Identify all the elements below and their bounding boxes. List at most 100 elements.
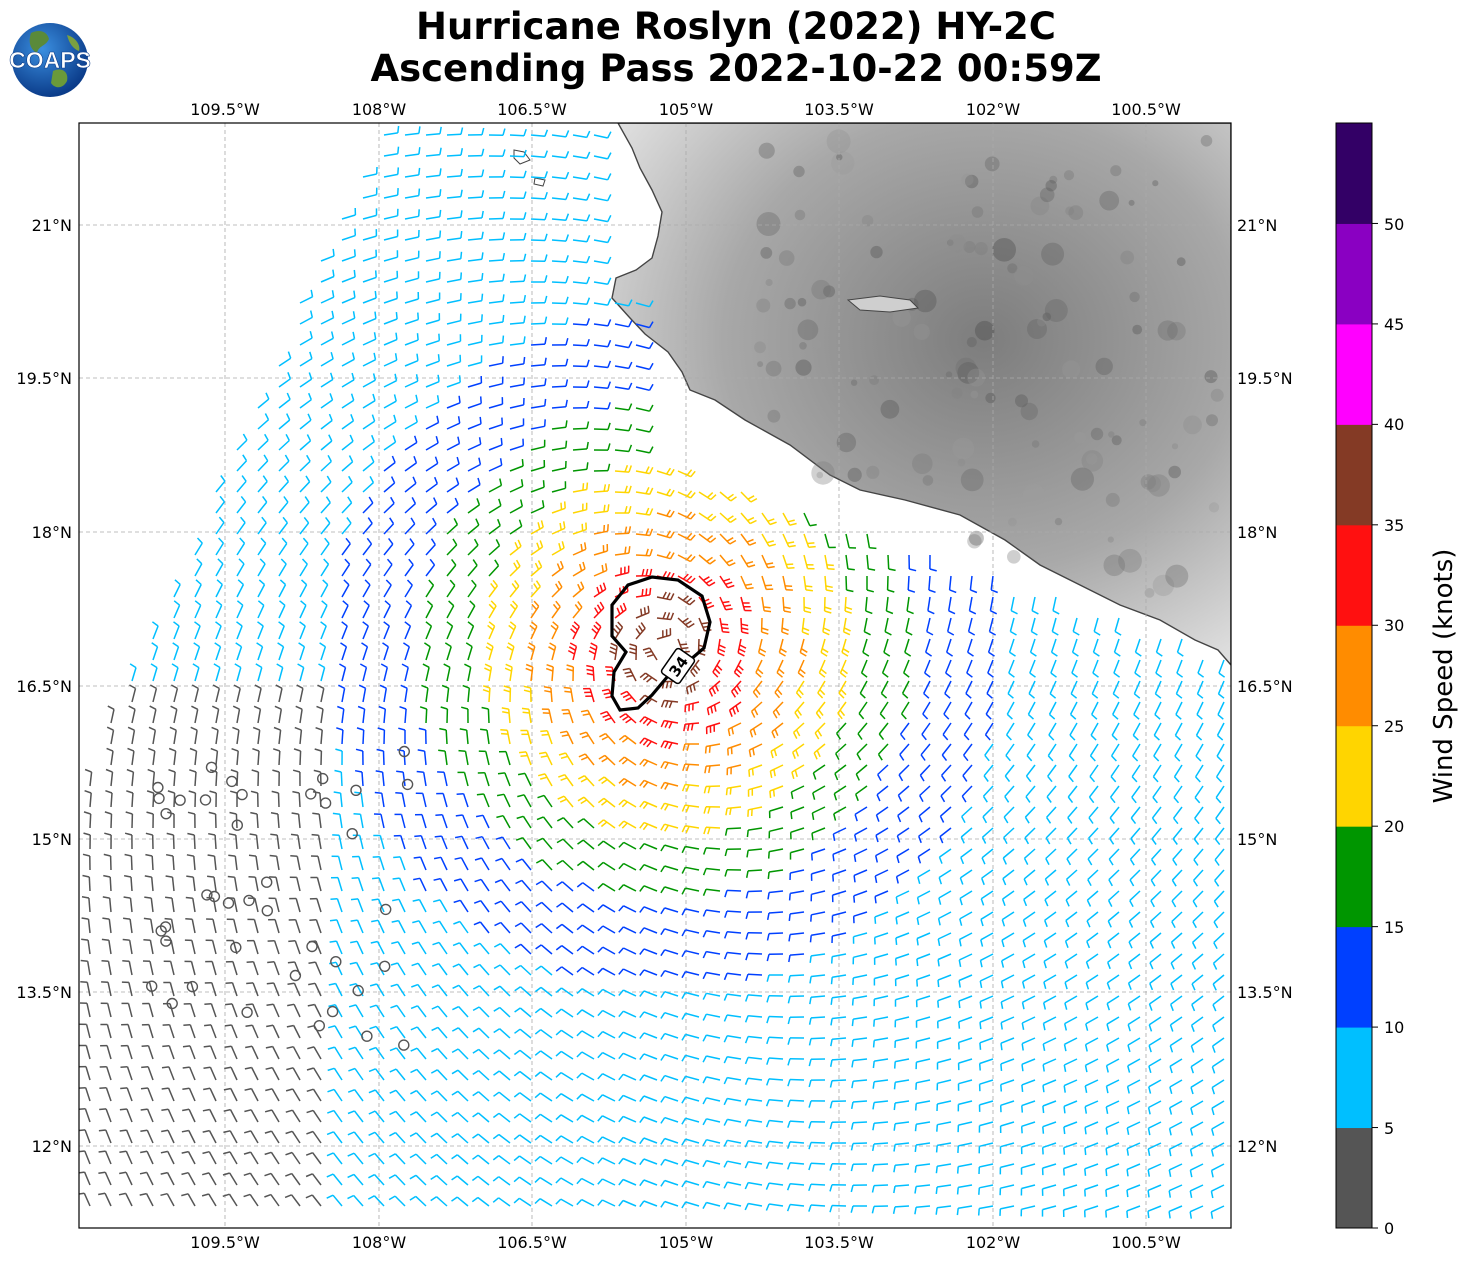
wind-barb — [556, 859, 574, 871]
colorbar-segment-2 — [1336, 926, 1372, 1028]
wind-barb — [850, 1184, 868, 1193]
wind-barb — [79, 1192, 91, 1207]
terrain-spot — [1167, 321, 1186, 341]
wind-barb — [1107, 890, 1120, 907]
wind-barb — [855, 764, 868, 781]
wind-barb — [169, 726, 177, 745]
wind-barb — [551, 560, 564, 577]
wind-barb — [299, 496, 310, 514]
wind-barb — [724, 869, 742, 877]
wind-barb — [1155, 638, 1163, 657]
wind-barb — [501, 707, 511, 724]
wind-barb — [472, 1048, 490, 1060]
wind-barb — [126, 768, 135, 787]
wind-barb — [368, 1173, 385, 1186]
wind-barb — [660, 823, 679, 832]
wind-barb — [432, 920, 448, 934]
wind-barb — [245, 1003, 259, 1018]
wind-barb — [509, 212, 527, 220]
wind-barb — [597, 988, 616, 997]
wind-barb — [393, 856, 406, 871]
wind-barb — [530, 560, 543, 577]
wind-barb — [677, 595, 696, 606]
colorbar-segment-5 — [1336, 625, 1372, 727]
wind-barb — [850, 1205, 867, 1213]
wind-barb — [593, 173, 612, 181]
wind-barb — [294, 726, 303, 745]
colorbar-segment-4 — [1336, 725, 1372, 827]
wind-barb — [916, 974, 931, 987]
wind-barb — [957, 1100, 973, 1112]
wind-barb — [509, 149, 527, 158]
wind-barb — [576, 1177, 595, 1186]
wind-barb — [291, 812, 301, 829]
wind-barb — [873, 974, 889, 986]
wind-barb — [493, 1006, 511, 1018]
wind-barb — [555, 1114, 574, 1123]
wind-barb — [316, 705, 324, 724]
wind-barb — [285, 1109, 301, 1123]
wind-barb — [127, 747, 135, 766]
wind-barb — [572, 581, 585, 598]
wind-barb — [1063, 1121, 1078, 1135]
wind-barb — [1191, 974, 1204, 991]
wind-barb — [984, 743, 994, 762]
wind-barb — [852, 932, 868, 944]
wind-barb — [698, 491, 717, 501]
wind-barb — [246, 939, 259, 955]
wind-barb — [1029, 638, 1037, 657]
wind-barb — [459, 728, 469, 745]
wind-barb — [430, 1153, 448, 1165]
wind-barb — [209, 769, 218, 787]
wind-barb — [835, 722, 847, 740]
wind-barb — [1000, 1037, 1015, 1051]
wind-barb — [245, 1045, 259, 1060]
wind-barb — [435, 814, 448, 829]
wind-barb — [320, 434, 333, 451]
calm-wind-circle — [319, 797, 332, 809]
wind-barb — [1105, 1100, 1120, 1114]
wind-barb — [362, 496, 374, 514]
wind-barb — [480, 728, 490, 745]
lat-tick-right-6: 13.5°N — [1237, 983, 1293, 1002]
terrain-spot — [912, 453, 933, 475]
wind-barb — [467, 538, 479, 556]
wind-barb — [230, 769, 239, 787]
wind-barb — [488, 232, 506, 241]
wind-barb — [475, 835, 490, 850]
wind-barb — [264, 1109, 280, 1123]
wind-barb — [98, 1129, 112, 1144]
wind-barb — [213, 663, 221, 682]
wind-barb — [810, 848, 826, 861]
terrain-spot — [797, 319, 819, 341]
wind-barb — [1169, 995, 1183, 1012]
wind-barb — [681, 1117, 700, 1125]
wind-barb — [373, 834, 385, 850]
wind-barb — [576, 1156, 595, 1165]
wind-barb — [1090, 722, 1099, 741]
wind-barb — [1027, 701, 1036, 720]
wind-barb — [723, 1035, 742, 1043]
wind-barb — [305, 1194, 322, 1207]
wind-barb — [642, 647, 658, 661]
wind-barb — [958, 953, 973, 968]
wind-barb — [1175, 680, 1183, 699]
wind-barb — [473, 921, 490, 934]
wind-barb — [332, 812, 343, 829]
wind-barb — [801, 617, 810, 636]
wind-barb — [513, 1134, 532, 1144]
wind-barb — [80, 981, 91, 997]
wind-barb — [102, 917, 112, 934]
wind-barb — [383, 537, 394, 556]
wind-barb — [1028, 680, 1036, 699]
wind-barb — [1021, 1016, 1036, 1030]
wind-barb — [789, 848, 805, 860]
wind-barb — [982, 785, 994, 803]
wind-barb — [308, 961, 322, 976]
map-gridlines — [79, 123, 1231, 1228]
wind-barb — [769, 785, 784, 799]
wind-barb — [1147, 1205, 1162, 1219]
colorbar-segment-3 — [1336, 826, 1372, 928]
wind-barb — [747, 806, 763, 817]
wind-barb — [740, 512, 757, 525]
